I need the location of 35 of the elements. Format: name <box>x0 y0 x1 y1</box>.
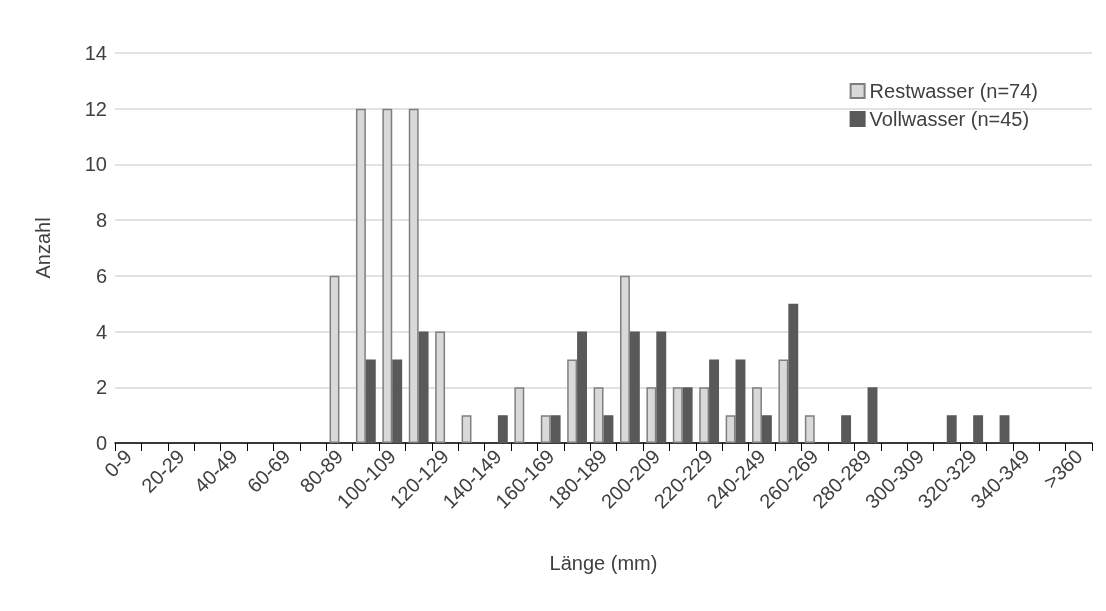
legend-label: Vollwasser (n=45) <box>869 108 1030 130</box>
bar <box>788 303 799 443</box>
bar <box>392 359 403 443</box>
bar <box>365 359 376 443</box>
bar <box>497 415 508 443</box>
y-tick-label: 12 <box>84 97 107 120</box>
bar <box>709 359 720 443</box>
bar <box>735 359 746 443</box>
bar <box>418 331 429 443</box>
y-tick-label: 2 <box>95 376 107 399</box>
bar <box>656 331 667 443</box>
y-tick-label: 8 <box>95 209 107 232</box>
bar <box>629 331 640 443</box>
y-tick-label: 14 <box>84 42 107 64</box>
bar <box>867 387 878 443</box>
y-tick-label: 6 <box>95 264 107 287</box>
bar <box>603 415 614 443</box>
bar <box>973 415 984 443</box>
y-axis-title: Anzahl <box>32 217 54 279</box>
bar <box>550 415 561 443</box>
bar <box>841 415 852 443</box>
y-tick-label: 10 <box>84 153 107 176</box>
bar <box>946 415 957 443</box>
bar <box>725 415 736 443</box>
bar <box>804 415 815 443</box>
x-axis-title: Länge (mm) <box>549 552 658 574</box>
y-tick-label: 4 <box>95 320 107 343</box>
bar <box>540 415 551 443</box>
bar <box>761 415 772 443</box>
bar <box>999 415 1010 443</box>
legend-label: Restwasser (n=74) <box>869 80 1039 102</box>
bar <box>577 331 587 443</box>
y-tick-label: 0 <box>95 432 107 454</box>
bar <box>461 415 472 443</box>
bar <box>682 387 693 443</box>
